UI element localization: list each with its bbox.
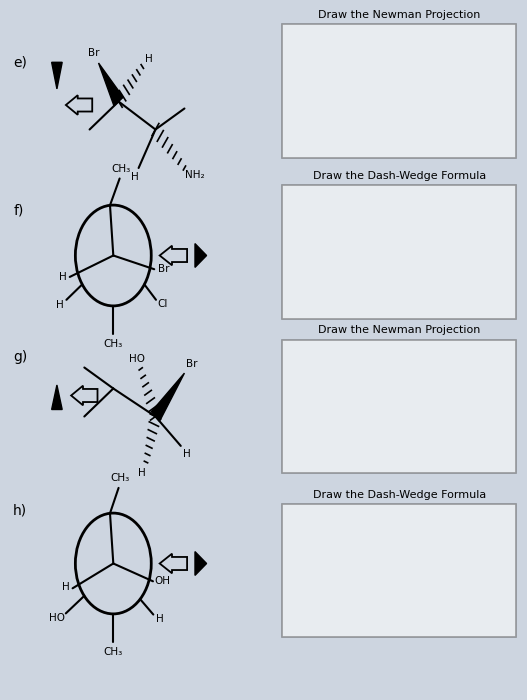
Bar [282, 340, 516, 472]
Polygon shape [52, 62, 62, 89]
Text: g): g) [13, 350, 27, 364]
Text: CH₃: CH₃ [104, 339, 123, 349]
Text: Br: Br [158, 263, 170, 274]
Text: H: H [139, 468, 146, 477]
Text: f): f) [13, 203, 24, 217]
Bar [282, 25, 516, 158]
Text: CH₃: CH₃ [104, 647, 123, 657]
Bar [282, 186, 516, 318]
Text: H: H [59, 272, 67, 282]
Polygon shape [195, 244, 207, 267]
Text: H: H [156, 614, 163, 624]
Bar [282, 504, 516, 637]
Text: Draw the Newman Projection: Draw the Newman Projection [318, 10, 481, 20]
Text: H: H [183, 449, 191, 458]
Polygon shape [151, 373, 184, 421]
Text: CH₃: CH₃ [110, 473, 129, 483]
Text: HO: HO [129, 354, 145, 364]
Text: e): e) [13, 56, 27, 70]
Text: OH: OH [154, 575, 170, 586]
Text: CH₃: CH₃ [111, 164, 130, 174]
Text: NH₂: NH₂ [185, 170, 205, 180]
Polygon shape [195, 552, 207, 575]
Polygon shape [99, 63, 123, 106]
Text: Draw the Dash-Wedge Formula: Draw the Dash-Wedge Formula [313, 172, 486, 181]
Text: HO: HO [49, 613, 65, 623]
Text: h): h) [13, 504, 27, 518]
Text: Draw the Newman Projection: Draw the Newman Projection [318, 326, 481, 335]
Text: Br: Br [87, 48, 99, 57]
Text: Cl: Cl [157, 299, 168, 309]
Text: Br: Br [186, 359, 197, 369]
Polygon shape [52, 385, 62, 410]
Text: H: H [62, 582, 70, 592]
Text: H: H [131, 172, 138, 182]
Text: H: H [145, 55, 153, 64]
Text: H: H [56, 300, 64, 310]
Text: Draw the Dash-Wedge Formula: Draw the Dash-Wedge Formula [313, 490, 486, 500]
